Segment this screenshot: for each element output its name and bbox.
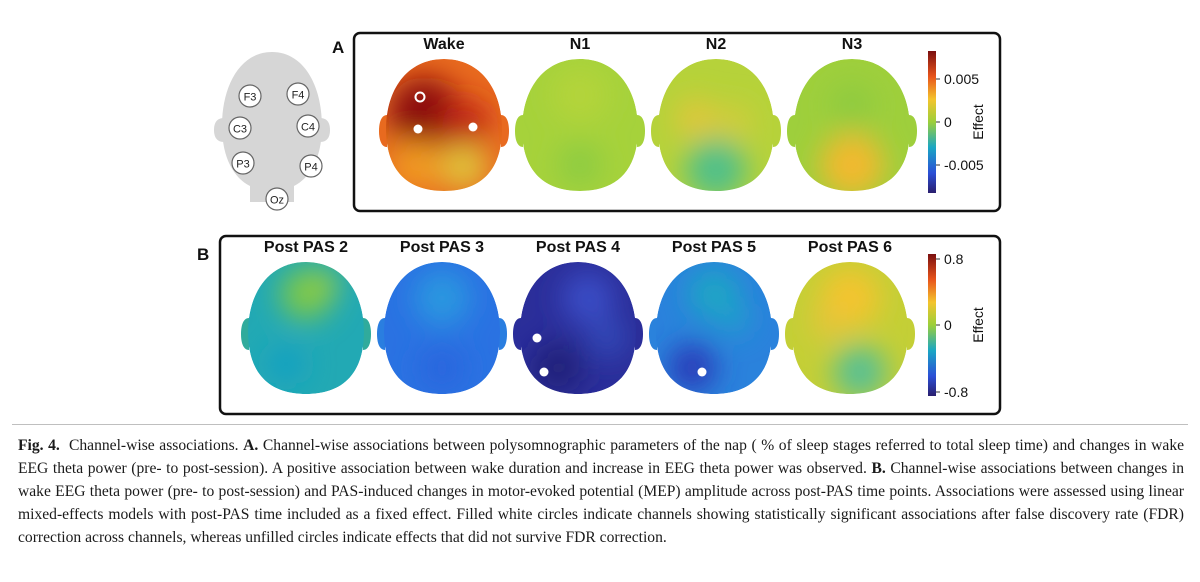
caption-label-a: A. <box>243 437 259 454</box>
colorbar-tick: -0.005 <box>944 157 984 173</box>
panel-b-map: Post PAS 6 <box>785 239 915 394</box>
panel-a-map: N1 <box>515 36 645 191</box>
panel-b-map: Post PAS 5 <box>649 239 779 394</box>
map-title: Post PAS 6 <box>808 239 892 256</box>
figure: F3 F4 C3 C4 P3 P4 Oz A B Wake N1 N2 N3 Post PAS 2… <box>197 31 1002 416</box>
map-title: Wake <box>423 36 464 53</box>
channel-label: C4 <box>301 122 315 134</box>
scalp-topomap <box>241 262 371 394</box>
scalp-topomap <box>379 59 509 191</box>
channel-label: P4 <box>304 162 317 174</box>
panel-b-map: Post PAS 3 <box>377 239 507 394</box>
map-title: Post PAS 3 <box>400 239 484 256</box>
colorbar-tick: 0.005 <box>944 71 979 87</box>
significant-channel-marker <box>413 124 423 134</box>
channel-label: P3 <box>236 159 249 171</box>
channel-f3: F3 <box>238 84 262 108</box>
map-title: N3 <box>842 36 863 53</box>
panel-b-colorbar: 0.8 0 -0.8 Effect <box>928 251 986 400</box>
scalp-topomap <box>651 59 781 191</box>
scalp-topomap <box>649 262 779 394</box>
montage-left-ear <box>214 118 224 142</box>
map-title: Post PAS 5 <box>672 239 756 256</box>
map-title: N2 <box>706 36 727 53</box>
colorbar-tick: 0.8 <box>944 251 964 267</box>
channel-label: F4 <box>292 90 305 102</box>
channel-p4: P4 <box>299 154 323 178</box>
colorbar-tick: 0 <box>944 114 952 130</box>
scalp-topomap <box>785 262 915 394</box>
nonsignificant-channel-marker <box>414 91 426 103</box>
caption-text-b: Channel-wise associations between change… <box>18 460 1185 546</box>
caption-label-b: B. <box>871 460 886 477</box>
panel-b-map: Post PAS 2 <box>241 239 371 394</box>
significant-channel-marker <box>697 367 707 377</box>
map-title: N1 <box>570 36 591 53</box>
channel-oz: Oz <box>265 187 289 211</box>
caption-title: Channel-wise associations. <box>68 437 239 454</box>
panel-a-maps: Wake N1 N2 N3 <box>379 36 917 191</box>
channel-p3: P3 <box>231 151 255 175</box>
panel-a-frame <box>352 31 1002 213</box>
montage-right-ear <box>320 118 330 142</box>
figure-caption: Fig. 4. Channel-wise associations. A. Ch… <box>18 434 1184 549</box>
caption-divider <box>12 424 1188 425</box>
montage-schematic: F3 F4 C3 C4 P3 P4 Oz <box>214 52 330 211</box>
panel-a-letter: A <box>332 38 344 57</box>
channel-label: Oz <box>270 195 284 207</box>
panel-a-map: N3 <box>787 36 917 191</box>
channel-f4: F4 <box>286 82 310 106</box>
colorbar-tick: -0.8 <box>944 384 968 400</box>
scalp-topomap <box>787 59 917 191</box>
panel-b-frame <box>218 234 1002 416</box>
map-title: Post PAS 4 <box>536 239 620 256</box>
caption-fig-label: Fig. 4. <box>18 437 60 454</box>
significant-channel-marker <box>539 367 549 377</box>
channel-label: C3 <box>233 124 247 136</box>
panel-a-colorbar: 0.005 0 -0.005 Effect <box>928 51 986 193</box>
colorbar-label: Effect <box>970 307 986 343</box>
scalp-topomap <box>515 59 645 191</box>
colorbar-tick: 0 <box>944 317 952 333</box>
caption-text-a: Channel-wise associations between polyso… <box>18 437 1185 477</box>
montage-channels: F3 F4 C3 C4 P3 P4 Oz <box>228 82 323 211</box>
colorbar-label: Effect <box>970 104 986 140</box>
map-title: Post PAS 2 <box>264 239 348 256</box>
significant-channel-marker <box>532 333 542 343</box>
panel-b-letter: B <box>197 245 209 264</box>
panel-b-maps: Post PAS 2 Post PAS 3 Post PAS 4 Post PAS 5… <box>241 239 915 394</box>
significant-channel-marker <box>468 122 478 132</box>
colorbar-gradient <box>928 51 936 193</box>
panel-a-map: N2 <box>651 36 781 191</box>
scalp-topomap <box>513 262 643 394</box>
panel-a-map: Wake <box>379 36 509 191</box>
channel-c4: C4 <box>296 114 320 138</box>
panel-b-map: Post PAS 4 <box>513 239 643 394</box>
colorbar-gradient <box>928 254 936 396</box>
scalp-topomap <box>377 262 507 394</box>
channel-label: F3 <box>244 92 257 104</box>
channel-c3: C3 <box>228 116 252 140</box>
